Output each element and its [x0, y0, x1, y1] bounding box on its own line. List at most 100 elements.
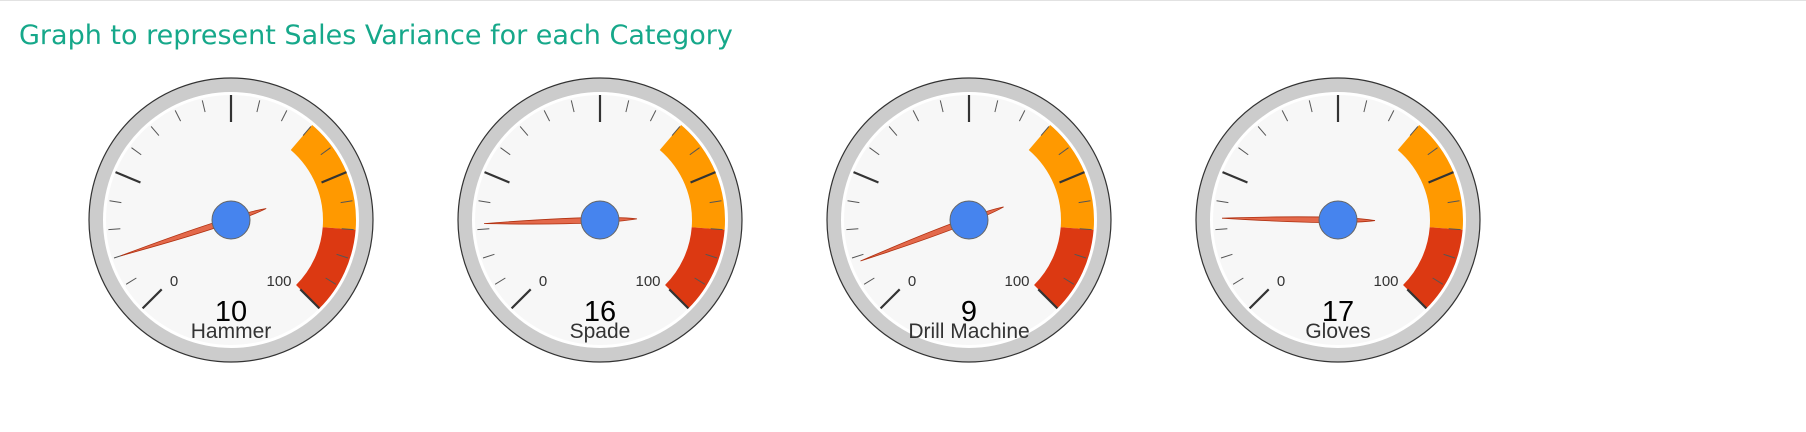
- gauge-minor-tick: [863, 277, 875, 285]
- gauge-hub: [580, 200, 620, 240]
- gauge-minor-tick: [302, 126, 312, 136]
- gauge-minor-tick: [671, 126, 681, 136]
- gauge-band-danger: [1403, 227, 1463, 309]
- gauge-major-tick: [879, 288, 901, 310]
- gauge-minor-tick: [478, 200, 491, 204]
- gauge-major-tick: [1037, 288, 1059, 310]
- gauge-minor-tick: [847, 200, 860, 204]
- gauge-minor-tick: [174, 110, 182, 122]
- gauge-major-tick: [853, 171, 879, 184]
- gauge-major-tick: [321, 171, 347, 184]
- gauge-band-warning: [290, 124, 356, 230]
- gauge-minor-tick: [109, 200, 122, 204]
- gauge-minor-tick: [851, 253, 864, 259]
- gauge-minor-tick: [689, 147, 700, 156]
- gauge-major-tick: [1406, 288, 1428, 310]
- gauge-hub: [1318, 200, 1358, 240]
- gauge-value-label: 10: [215, 296, 247, 328]
- gauge-band-danger: [1034, 227, 1094, 309]
- gauge-major-tick: [484, 171, 510, 184]
- gauge-major-tick: [510, 288, 532, 310]
- gauge-minor-tick: [108, 228, 121, 231]
- gauge-minor-tick: [939, 100, 944, 113]
- gauge-minor-tick: [1238, 147, 1249, 156]
- gauge-min-label: 0: [170, 273, 178, 290]
- gauge-minor-tick: [1409, 126, 1419, 136]
- gauge-hub: [949, 200, 989, 240]
- gauge-minor-tick: [888, 126, 898, 136]
- page-title: Graph to represent Sales Variance for ea…: [19, 20, 733, 51]
- gauge-minor-tick: [869, 147, 880, 156]
- gauge-minor-tick: [1281, 110, 1289, 122]
- gauge-category-label: Gloves: [1305, 320, 1370, 343]
- gauge-minor-tick: [1432, 277, 1444, 285]
- gauge-minor-tick: [1074, 253, 1087, 259]
- gauge-major-tick: [141, 288, 163, 310]
- gauge-min-label: 0: [539, 273, 547, 290]
- gauge-category-label: Drill Machine: [908, 320, 1029, 343]
- gauge-major-tick: [668, 288, 690, 310]
- gauge-minor-tick: [543, 110, 551, 122]
- gauge-minor-tick: [1018, 110, 1026, 122]
- gauge-band-warning: [659, 124, 726, 230]
- gauge-minor-tick: [1058, 147, 1069, 156]
- gauge-minor-tick: [201, 100, 206, 113]
- gauge-minor-tick: [482, 253, 495, 259]
- gauge-band-warning: [1397, 124, 1463, 230]
- gauge-max-label: 100: [266, 273, 291, 290]
- gauge-minor-tick: [1443, 253, 1456, 259]
- gauge-max-label: 100: [635, 273, 660, 290]
- gauge-minor-tick: [649, 110, 657, 122]
- gauge-minor-tick: [709, 200, 722, 204]
- top-border: [0, 0, 1806, 1]
- gauge-minor-tick: [256, 100, 261, 113]
- gauge-minor-tick: [341, 228, 354, 231]
- gauge-minor-tick: [280, 110, 288, 122]
- gauge-minor-tick: [710, 228, 723, 231]
- gauge-minor-tick: [150, 126, 160, 136]
- gauge-major-tick: [1059, 171, 1085, 184]
- gauge-minor-tick: [1363, 100, 1368, 113]
- gauge-minor-tick: [694, 277, 706, 285]
- gauge-band-danger: [296, 227, 356, 309]
- gauge-minor-tick: [1448, 228, 1461, 231]
- gauge-minor-tick: [1427, 147, 1438, 156]
- gauge-minor-tick: [320, 147, 331, 156]
- gauge-value-label: 16: [584, 296, 616, 328]
- gauge-minor-tick: [131, 147, 142, 156]
- gauge-minor-tick: [1040, 126, 1050, 136]
- gauge-value-label: 9: [961, 296, 977, 328]
- gauge-minor-tick: [1447, 200, 1460, 204]
- gauge-major-tick: [115, 171, 141, 184]
- gauge-min-label: 0: [908, 273, 916, 290]
- gauge-minor-tick: [1216, 200, 1229, 204]
- gauge-minor-tick: [500, 147, 511, 156]
- gauge-value-label: 17: [1322, 296, 1354, 328]
- gauge-minor-tick: [1220, 253, 1233, 259]
- gauge-minor-tick: [994, 100, 999, 113]
- gauge-minor-tick: [1078, 200, 1091, 204]
- gauge-minor-tick: [846, 228, 859, 231]
- gauge-minor-tick: [340, 200, 353, 204]
- gauge-minor-tick: [1308, 100, 1313, 113]
- gauge-minor-tick: [1215, 228, 1228, 231]
- gauge-category-label: Spade: [570, 320, 631, 343]
- gauge-minor-tick: [519, 126, 529, 136]
- gauge-hub: [211, 200, 251, 240]
- gauge-max-label: 100: [1373, 273, 1398, 290]
- gauge-major-tick: [1428, 171, 1454, 184]
- gauge-max-label: 100: [1004, 273, 1029, 290]
- gauge-minor-tick: [1257, 126, 1267, 136]
- gauge-minor-tick: [705, 253, 718, 259]
- gauge-minor-tick: [125, 277, 137, 285]
- gauge-minor-tick: [570, 100, 575, 113]
- gauge-minor-tick: [1063, 277, 1075, 285]
- gauge-minor-tick: [912, 110, 920, 122]
- gauge-minor-tick: [325, 277, 337, 285]
- gauge-major-tick: [299, 288, 321, 310]
- gauge-minor-tick: [477, 228, 490, 231]
